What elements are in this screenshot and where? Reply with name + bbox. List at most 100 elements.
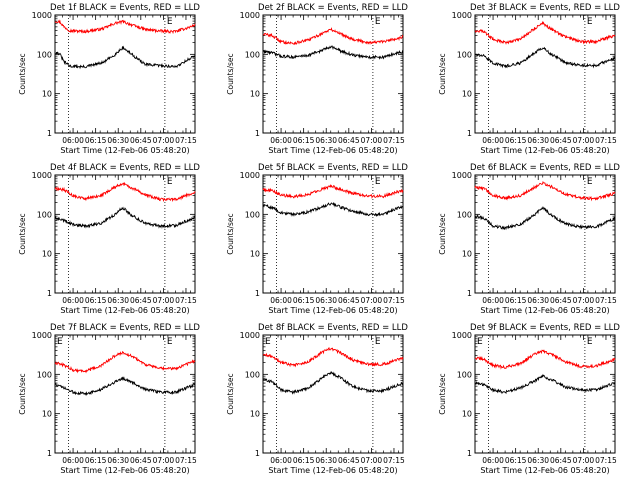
y-tick-label: 10 (462, 90, 472, 99)
y-tick-label: 10 (250, 250, 260, 259)
y-axis-label: Counts/sec (18, 53, 27, 94)
plot-frame (54, 174, 196, 294)
plot-frame (54, 14, 196, 134)
x-tick-label: 06:30 (527, 456, 549, 465)
interval-marker: E (167, 337, 173, 347)
panel-title: Det 9f BLACK = Events, RED = LLD (470, 323, 620, 333)
x-axis-label: Start Time (12-Feb-06 05:48:20) (268, 306, 397, 315)
events-series-line (474, 206, 616, 231)
panel-title: Det 5f BLACK = Events, RED = LLD (258, 163, 408, 173)
y-tick-label: 10 (42, 90, 52, 99)
x-tick-label: 07:00 (361, 456, 383, 465)
x-tick-label: 06:00 (270, 456, 292, 465)
panel-1: Det 1f BLACK = Events, RED = LLD 1 10 100 10… (18, 3, 200, 155)
x-tick-label: 06:45 (338, 136, 360, 145)
panel-title: Det 7f BLACK = Events, RED = LLD (50, 323, 200, 333)
y-axis-label: Counts/sec (438, 53, 447, 94)
y-tick-label: 1000 (240, 331, 260, 340)
interval-marker: E (57, 337, 63, 347)
y-tick-label: 100 (245, 370, 260, 379)
x-tick-label: 06:15 (85, 136, 107, 145)
x-tick-label: 06:00 (482, 456, 504, 465)
events-series-line (54, 206, 196, 229)
y-tick-label: 1 (255, 289, 260, 298)
x-tick-label: 07:15 (383, 296, 405, 305)
x-tick-label: 06:00 (270, 296, 292, 305)
x-tick-label: 06:30 (315, 296, 337, 305)
y-tick-label: 10 (462, 250, 472, 259)
lld-series-line (262, 184, 404, 199)
plot-frame (262, 14, 404, 134)
x-tick-label: 07:00 (153, 296, 175, 305)
x-axis-label: Start Time (12-Feb-06 05:48:20) (60, 466, 189, 475)
x-tick-label: 07:15 (175, 456, 197, 465)
y-tick-label: 1000 (240, 11, 260, 20)
plot-frame (262, 174, 404, 294)
panel-2: Det 2f BLACK = Events, RED = LLD 1 10 100 10… (226, 3, 408, 155)
events-series-line (262, 201, 404, 217)
lld-series-line (263, 347, 404, 368)
x-tick-label: 06:00 (62, 136, 84, 145)
x-tick-label: 06:15 (85, 456, 107, 465)
x-axis-label: Start Time (12-Feb-06 05:48:20) (480, 466, 609, 475)
y-axis-label: Counts/sec (226, 373, 235, 414)
x-tick-label: 06:00 (482, 136, 504, 145)
x-tick-label: 07:15 (595, 456, 617, 465)
x-tick-label: 06:30 (527, 296, 549, 305)
plot-frame (474, 334, 616, 454)
y-tick-label: 1000 (32, 331, 52, 340)
y-tick-label: 10 (250, 410, 260, 419)
x-tick-label: 07:15 (595, 136, 617, 145)
y-tick-label: 1 (47, 289, 52, 298)
x-tick-label: 06:15 (293, 296, 315, 305)
x-tick-label: 06:30 (315, 456, 337, 465)
x-tick-label: 06:15 (293, 136, 315, 145)
y-tick-label: 1 (47, 449, 52, 458)
x-tick-label: 06:30 (315, 136, 337, 145)
events-series-line (474, 46, 616, 69)
x-tick-label: 07:15 (175, 296, 197, 305)
y-tick-label: 1 (467, 129, 472, 138)
interval-marker: E (375, 17, 381, 27)
y-tick-label: 1 (255, 449, 260, 458)
panel-title: Det 2f BLACK = Events, RED = LLD (258, 3, 408, 13)
events-series-line (54, 45, 196, 70)
lld-series-line (54, 181, 196, 203)
y-tick-label: 10 (42, 410, 52, 419)
x-tick-label: 06:00 (482, 296, 504, 305)
y-tick-label: 10 (250, 90, 260, 99)
y-tick-label: 1000 (452, 11, 472, 20)
y-tick-label: 10 (462, 410, 472, 419)
panel-3: Det 3f BLACK = Events, RED = LLD 1 10 100 10… (438, 3, 620, 155)
panel-6: Det 6f BLACK = Events, RED = LLD 1 10 100 10… (438, 163, 620, 315)
events-series-line (54, 376, 196, 397)
interval-marker: E (375, 337, 381, 347)
x-tick-label: 06:00 (62, 456, 84, 465)
x-axis-label: Start Time (12-Feb-06 05:48:20) (268, 466, 397, 475)
y-axis-label: Counts/sec (18, 373, 27, 414)
y-tick-label: 1 (467, 289, 472, 298)
y-tick-label: 1000 (452, 331, 472, 340)
lld-series-line (262, 27, 404, 46)
interval-marker: E (587, 17, 593, 27)
x-tick-label: 06:30 (527, 136, 549, 145)
y-tick-label: 1000 (452, 171, 472, 180)
x-tick-label: 07:15 (595, 296, 617, 305)
lld-series-line (474, 20, 616, 45)
x-axis-label: Start Time (12-Feb-06 05:48:20) (480, 146, 609, 155)
x-tick-label: 06:00 (270, 136, 292, 145)
x-tick-label: 07:00 (573, 296, 595, 305)
panel-title: Det 6f BLACK = Events, RED = LLD (470, 163, 620, 173)
lld-series-line (54, 350, 196, 374)
x-tick-label: 06:45 (338, 296, 360, 305)
lld-series-line (474, 349, 616, 370)
x-tick-label: 07:15 (383, 456, 405, 465)
x-tick-label: 07:15 (383, 136, 405, 145)
x-tick-label: 06:45 (130, 136, 152, 145)
x-tick-label: 06:15 (85, 296, 107, 305)
y-tick-label: 1 (255, 129, 260, 138)
y-axis-label: Counts/sec (438, 373, 447, 414)
events-series-line (262, 371, 404, 395)
